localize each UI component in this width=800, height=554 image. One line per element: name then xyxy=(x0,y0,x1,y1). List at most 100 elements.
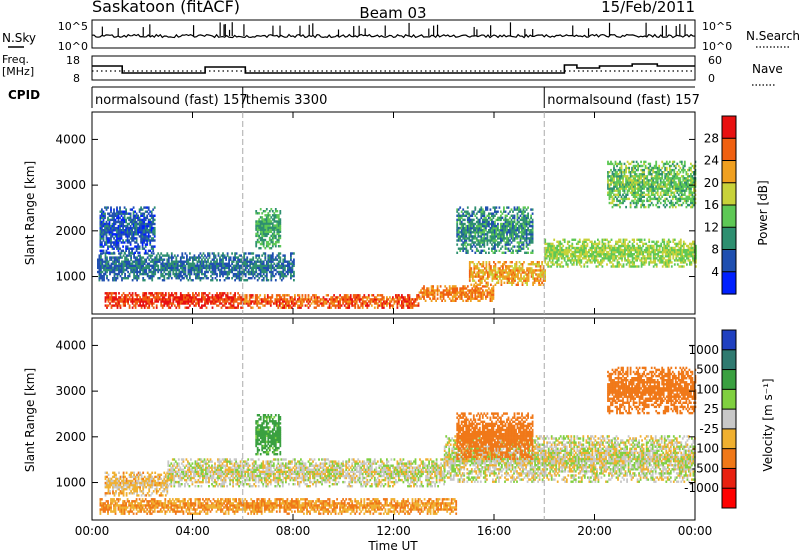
heatmap-cell xyxy=(471,239,474,242)
heatmap-cell xyxy=(563,240,566,243)
heatmap-cell xyxy=(238,264,241,267)
heatmap-cell xyxy=(223,270,226,274)
heatmap-cell xyxy=(682,244,685,248)
heatmap-cell xyxy=(673,259,676,262)
heatmap-cell xyxy=(196,262,199,265)
heatmap-cell xyxy=(172,264,175,267)
heatmap-cell xyxy=(261,236,264,240)
heatmap-cell xyxy=(131,294,134,297)
heatmap-cell xyxy=(580,253,583,256)
heatmap-cell xyxy=(684,259,687,262)
heatmap-cell xyxy=(164,302,167,305)
heatmap-cell xyxy=(128,304,131,307)
heatmap-cell xyxy=(164,300,167,303)
heatmap-cell xyxy=(98,274,101,278)
heatmap-cell xyxy=(476,265,479,268)
heatmap-cell xyxy=(123,229,126,232)
heatmap-cell xyxy=(568,246,571,250)
heatmap-cell xyxy=(395,296,397,299)
heatmap-cell xyxy=(127,270,129,274)
heatmap-cell xyxy=(190,266,193,270)
heatmap-cell xyxy=(526,267,528,270)
heatmap-cell xyxy=(108,231,111,234)
heatmap-cell xyxy=(229,298,232,301)
heatmap-cell xyxy=(506,279,509,282)
heatmap-cell xyxy=(138,218,141,222)
heatmap-cell xyxy=(126,247,129,250)
heatmap-cell xyxy=(253,264,256,267)
nsearch-label: N.Search xyxy=(746,29,800,43)
heatmap-cell xyxy=(178,296,181,299)
heatmap-cell xyxy=(533,269,536,272)
heatmap-cell xyxy=(342,298,344,301)
heatmap-cell xyxy=(562,253,565,256)
heatmap-cell xyxy=(172,268,175,272)
heatmap-cell xyxy=(465,212,468,215)
heatmap-cell xyxy=(247,302,250,305)
heatmap-cell xyxy=(235,298,238,301)
heatmap-cell xyxy=(472,222,475,226)
heatmap-cell xyxy=(654,257,657,260)
heatmap-cell xyxy=(213,270,215,274)
heatmap-cell xyxy=(135,224,138,228)
heatmap-cell xyxy=(642,261,644,264)
heatmap-cell xyxy=(345,306,348,309)
heatmap-cell xyxy=(306,300,308,303)
heatmap-cell xyxy=(337,300,340,303)
heatmap-cell xyxy=(524,273,527,276)
heatmap-cell xyxy=(483,229,486,232)
heatmap-cell xyxy=(657,255,660,258)
heatmap-cell xyxy=(277,260,280,263)
heatmap-cell xyxy=(131,208,133,211)
heatmap-cell xyxy=(135,239,138,242)
heatmap-cell xyxy=(184,296,187,299)
heatmap-cell xyxy=(550,244,553,248)
heatmap-cell xyxy=(149,220,152,224)
heatmap-cell xyxy=(131,235,133,238)
heatmap-cell xyxy=(640,240,643,243)
heatmap-cell xyxy=(145,304,148,307)
heatmap-cell xyxy=(264,210,267,213)
heatmap-cell xyxy=(318,300,320,303)
heatmap-cell xyxy=(472,226,475,230)
heatmap-cell xyxy=(231,252,233,255)
heatmap-cell xyxy=(631,253,634,256)
heatmap-cell xyxy=(389,304,391,307)
heatmap-cell xyxy=(152,208,155,211)
heatmap-cell xyxy=(286,304,289,307)
heatmap-cell xyxy=(219,264,221,267)
heatmap-cell xyxy=(539,277,542,280)
heatmap-cell xyxy=(270,266,273,270)
heatmap-cell xyxy=(284,272,286,276)
heatmap-cell xyxy=(494,220,496,224)
heatmap-cell xyxy=(145,292,148,295)
heatmap-cell xyxy=(482,273,485,276)
heatmap-cell xyxy=(192,298,194,301)
heatmap-cell xyxy=(303,298,305,301)
heatmap-cell xyxy=(147,220,150,224)
heatmap-cell xyxy=(103,274,105,278)
heatmap-cell xyxy=(616,263,619,266)
heatmap-cell xyxy=(167,277,170,280)
heatmap-cell xyxy=(164,262,167,265)
heatmap-cell xyxy=(588,248,590,252)
heatmap-cell xyxy=(107,304,110,307)
heatmap-cell xyxy=(472,297,475,300)
heatmap-cell xyxy=(330,298,332,301)
heatmap-cell xyxy=(690,263,693,266)
heatmap-cell xyxy=(249,264,252,267)
freq-label-2: [MHz] xyxy=(2,65,34,78)
heatmap-cell xyxy=(258,236,261,240)
heatmap-cell xyxy=(144,218,147,222)
heatmap-cell xyxy=(131,279,134,282)
heatmap-cell xyxy=(202,304,205,307)
heatmap-cell xyxy=(476,263,479,266)
heatmap-cell xyxy=(228,260,230,263)
heatmap-cell xyxy=(127,254,129,257)
heatmap-cell xyxy=(207,264,209,267)
heatmap-cell xyxy=(122,300,125,303)
heatmap-cell xyxy=(548,248,551,252)
heatmap-cell xyxy=(410,298,412,301)
heatmap-cell xyxy=(581,253,584,256)
heatmap-cell xyxy=(166,264,169,267)
